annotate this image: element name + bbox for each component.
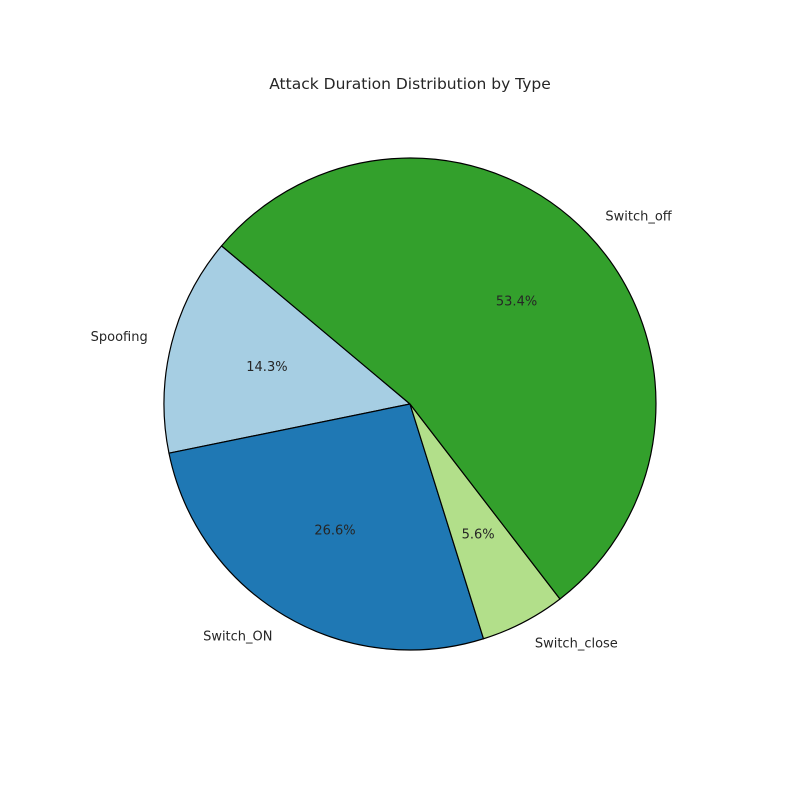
percent-label-switch-close: 5.6% — [462, 527, 495, 542]
percent-label-switch-off: 53.4% — [496, 294, 537, 309]
slice-label-switch-off: Switch_off — [605, 209, 672, 224]
slice-label-spoofing: Spoofing — [91, 330, 148, 345]
percent-label-switch-on: 26.6% — [314, 524, 355, 539]
pie-labels: Spoofing 14.3% Switch_ON 26.6% Switch_close 5… — [91, 209, 673, 651]
pie-slices — [163, 157, 657, 651]
slice-label-switch-on: Switch_ON — [203, 630, 272, 645]
percent-label-spoofing: 14.3% — [246, 360, 287, 375]
pie-slice-spoofing — [163, 245, 411, 454]
pie-slice-switch-off — [220, 157, 657, 600]
pie-slice-switch-on — [168, 403, 485, 651]
slice-label-switch-close: Switch_close — [535, 637, 618, 652]
chart-title: Attack Duration Distribution by Type — [269, 75, 551, 93]
